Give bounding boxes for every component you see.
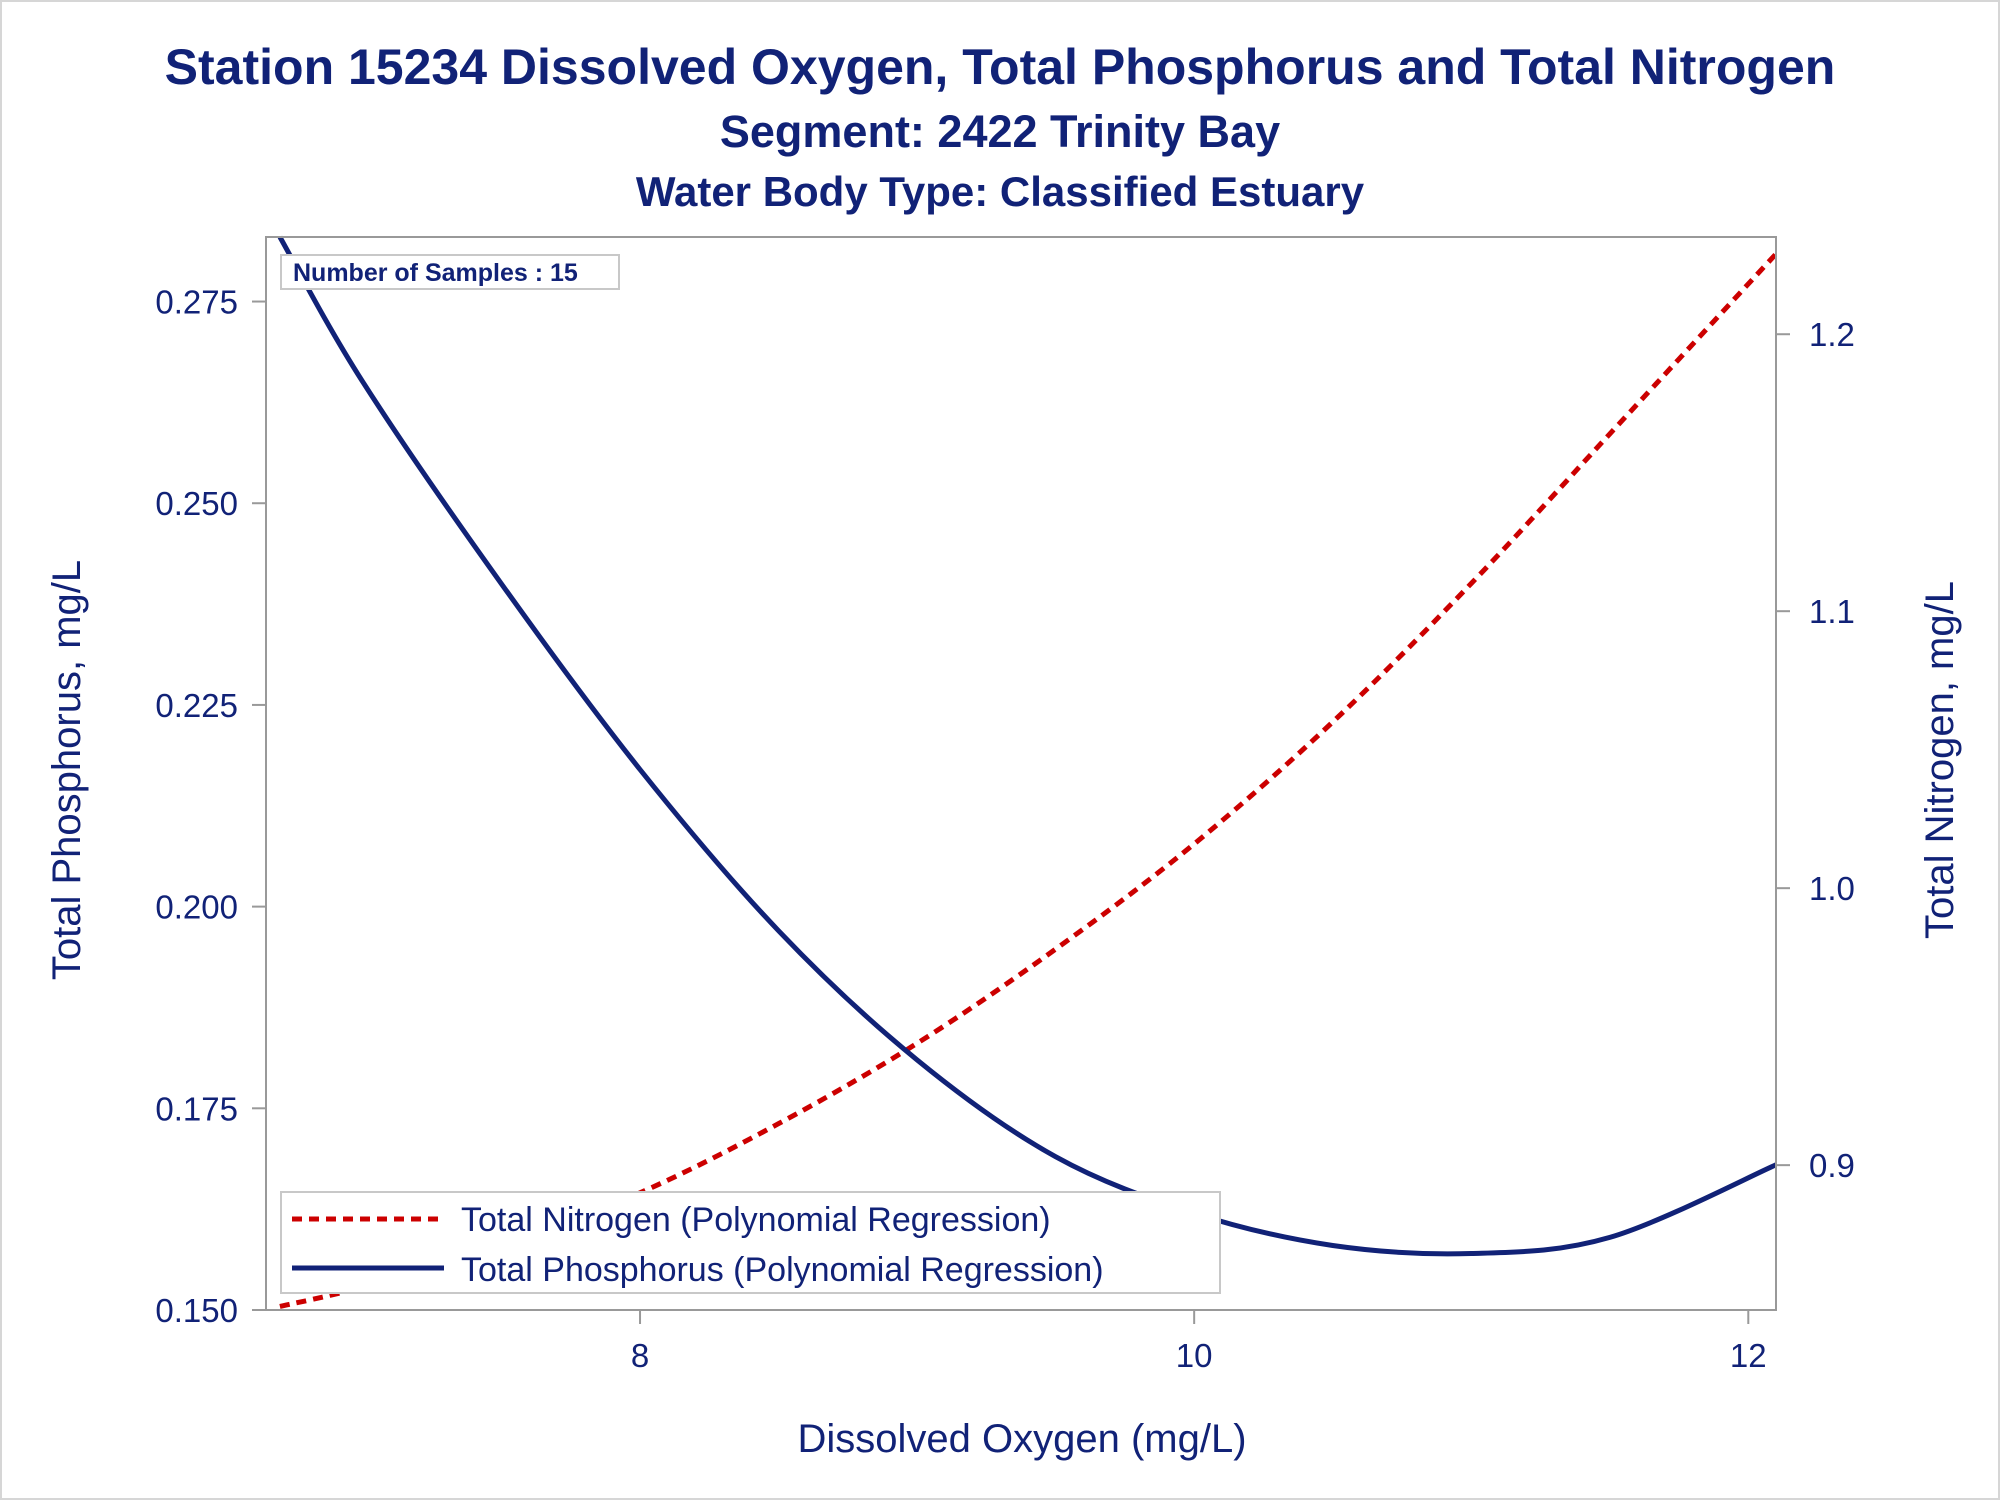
sample-count-box: Number of Samples : 15 — [280, 254, 620, 290]
x-axis-title: Dissolved Oxygen (mg/L) — [797, 1417, 1246, 1461]
y2-axis-title: Total Nitrogen, mg/L — [1918, 581, 1962, 939]
y2-tick-label: 1.2 — [1809, 316, 1855, 353]
legend-label-nitrogen: Total Nitrogen (Polynomial Regression) — [461, 1201, 1051, 1239]
legend-label-phosphorus: Total Phosphorus (Polynomial Regression) — [461, 1251, 1104, 1289]
y-tick-label: 0.225 — [155, 687, 238, 724]
y-tick-label: 0.250 — [155, 485, 238, 522]
y2-tick-label: 0.9 — [1809, 1147, 1855, 1184]
y-axis-title: Total Phosphorus, mg/L — [45, 560, 89, 980]
series-line-phosphorus — [277, 235, 1778, 1257]
y2-tick-label: 1.1 — [1809, 593, 1855, 630]
plot-area-frame — [265, 236, 1777, 1311]
chart-title: Station 15234 Dissolved Oxygen, Total Ph… — [164, 39, 1836, 95]
y-tick-label: 0.200 — [155, 889, 238, 926]
x-tick-label: 10 — [1176, 1337, 1213, 1374]
chart-subtitle-2: Water Body Type: Classified Estuary — [635, 168, 1365, 215]
series-line-nitrogen — [279, 252, 1778, 1309]
x-tick-label: 12 — [1730, 1337, 1767, 1374]
chart-subtitle: Segment: 2422 Trinity Bay — [719, 106, 1281, 157]
sample-count-label: Number of Samples : 15 — [293, 259, 578, 287]
y2-tick-label: 1.0 — [1809, 870, 1855, 907]
y-tick-label: 0.150 — [155, 1292, 238, 1329]
legend: Total Nitrogen (Polynomial Regression) T… — [280, 1191, 1221, 1294]
x-tick-label: 8 — [631, 1337, 649, 1374]
y-tick-label: 0.175 — [155, 1090, 238, 1127]
y-tick-label: 0.275 — [155, 284, 238, 321]
